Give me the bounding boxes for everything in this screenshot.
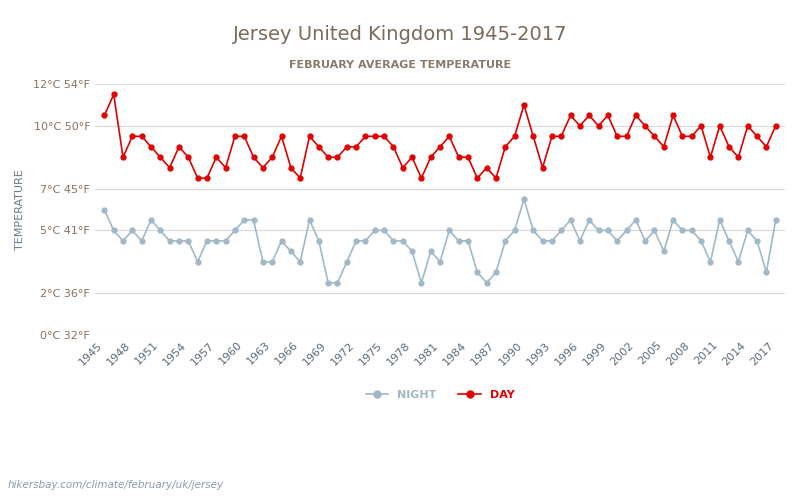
- Text: Jersey United Kingdom 1945-2017: Jersey United Kingdom 1945-2017: [233, 25, 567, 44]
- Text: FEBRUARY AVERAGE TEMPERATURE: FEBRUARY AVERAGE TEMPERATURE: [289, 60, 511, 70]
- Legend: NIGHT, DAY: NIGHT, DAY: [362, 386, 518, 405]
- Text: hikersbay.com/climate/february/uk/jersey: hikersbay.com/climate/february/uk/jersey: [8, 480, 224, 490]
- Y-axis label: TEMPERATURE: TEMPERATURE: [15, 169, 25, 250]
